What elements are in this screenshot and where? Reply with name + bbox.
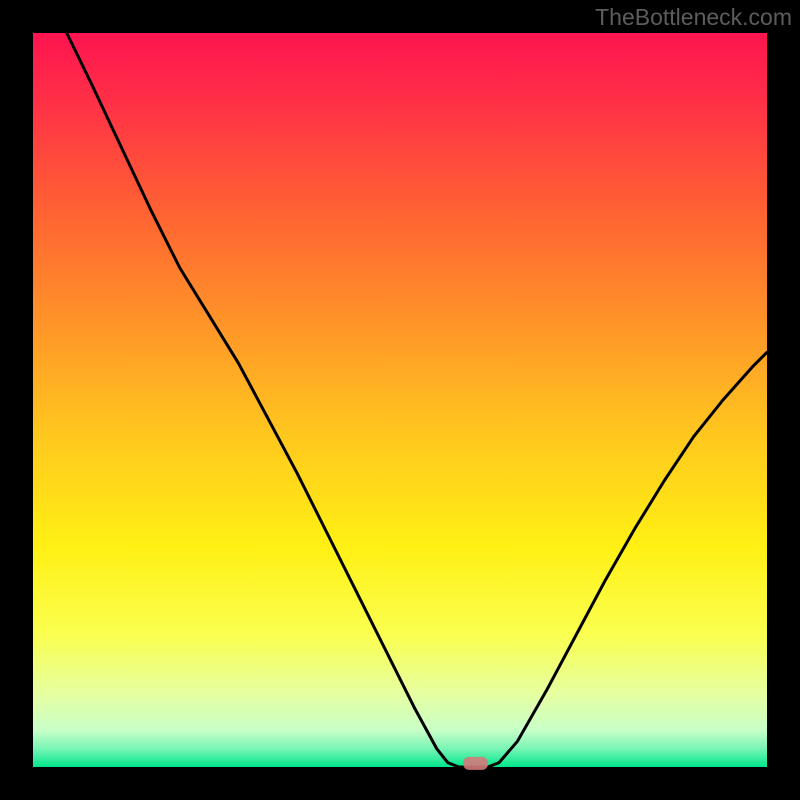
watermark-text: TheBottleneck.com — [595, 4, 792, 31]
chart-svg — [0, 0, 800, 800]
plot-background — [33, 33, 767, 767]
optimal-marker — [463, 757, 488, 770]
chart-container: { "watermark": { "text": "TheBottleneck.… — [0, 0, 800, 800]
